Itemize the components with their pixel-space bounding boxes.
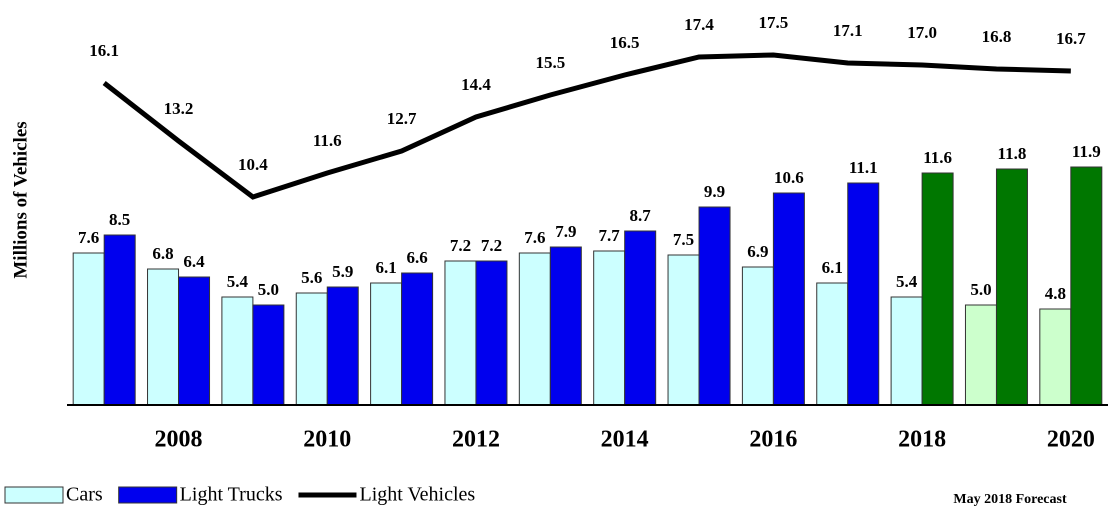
data-label: 11.1 — [849, 158, 878, 177]
bar — [890, 296, 923, 406]
data-label: 7.6 — [78, 228, 99, 247]
bar — [667, 254, 700, 406]
data-label: 16.7 — [1056, 29, 1086, 48]
data-label: 6.1 — [375, 258, 396, 277]
data-label: 6.1 — [822, 258, 843, 277]
legend-swatch — [118, 486, 178, 504]
data-label: 11.6 — [923, 148, 952, 167]
data-label: 5.0 — [970, 280, 991, 299]
data-label: 5.4 — [227, 272, 249, 291]
bar — [1039, 308, 1072, 406]
data-label: 6.6 — [406, 248, 427, 267]
data-label: 13.2 — [164, 99, 194, 118]
data-label: 17.1 — [833, 21, 863, 40]
legend-label: Light Vehicles — [359, 484, 475, 506]
data-label: 10.4 — [238, 155, 268, 174]
bar — [103, 234, 136, 406]
data-label: 11.6 — [313, 131, 342, 150]
bar — [741, 266, 774, 406]
bar — [147, 268, 180, 406]
y-axis-label: Millions of Vehicles — [10, 121, 31, 278]
data-label: 5.6 — [301, 268, 322, 287]
bar — [964, 304, 997, 406]
data-label: 15.5 — [535, 53, 565, 72]
bar — [624, 230, 657, 406]
data-label: 17.4 — [684, 15, 714, 34]
data-label: 17.5 — [759, 13, 789, 32]
bar — [370, 282, 403, 406]
bar — [475, 260, 508, 406]
x-tick-label: 2014 — [601, 427, 649, 453]
data-label: 6.8 — [152, 244, 173, 263]
bar — [72, 252, 105, 406]
bar — [1070, 166, 1103, 406]
bar — [178, 276, 211, 406]
bar — [995, 168, 1028, 406]
data-label: 7.5 — [673, 230, 694, 249]
bar — [847, 182, 880, 406]
bar — [221, 296, 254, 406]
bar — [816, 282, 849, 406]
legend-label: Light Trucks — [180, 484, 283, 506]
data-label: 17.0 — [907, 23, 937, 42]
line — [102, 52, 1071, 200]
x-tick-label: 2010 — [303, 427, 351, 453]
bar — [518, 252, 551, 406]
x-tick-label: 2012 — [452, 427, 500, 453]
bar — [593, 250, 626, 406]
data-label: 5.9 — [332, 262, 353, 281]
data-label: 7.9 — [555, 222, 576, 241]
x-tick-label: 2008 — [155, 427, 203, 453]
data-label: 7.6 — [524, 228, 545, 247]
data-label: 7.2 — [481, 236, 502, 255]
bar — [401, 272, 434, 406]
data-label: 16.1 — [89, 41, 119, 60]
data-label: 6.9 — [747, 242, 768, 261]
data-label: 16.5 — [610, 33, 640, 52]
data-label: 11.9 — [1072, 142, 1101, 161]
data-label: 7.2 — [450, 236, 471, 255]
bar — [698, 206, 731, 406]
data-label: 8.7 — [630, 206, 652, 225]
bar — [295, 292, 328, 406]
data-label: 9.9 — [704, 182, 725, 201]
data-label: 5.4 — [896, 272, 918, 291]
x-tick-label: 2020 — [1047, 427, 1095, 453]
legend-label: Cars — [66, 484, 103, 506]
legend-swatch — [4, 486, 64, 504]
x-tick-label: 2016 — [749, 427, 797, 453]
bar — [772, 192, 805, 406]
data-label: 11.8 — [998, 144, 1027, 163]
data-label: 8.5 — [109, 210, 130, 229]
bar — [326, 286, 359, 406]
data-label: 16.8 — [982, 27, 1012, 46]
bar — [252, 304, 285, 406]
data-label: 12.7 — [387, 109, 417, 128]
data-label: 10.6 — [774, 168, 804, 187]
data-label: 4.8 — [1045, 284, 1066, 303]
bar — [549, 246, 582, 406]
annotation: May 2018 Forecast — [953, 492, 1067, 507]
bar — [444, 260, 477, 406]
bar — [921, 172, 954, 406]
data-label: 7.7 — [599, 226, 621, 245]
data-label: 6.4 — [183, 252, 205, 271]
data-label: 5.0 — [258, 280, 279, 299]
data-label: 14.4 — [461, 75, 491, 94]
x-tick-label: 2018 — [898, 427, 946, 453]
